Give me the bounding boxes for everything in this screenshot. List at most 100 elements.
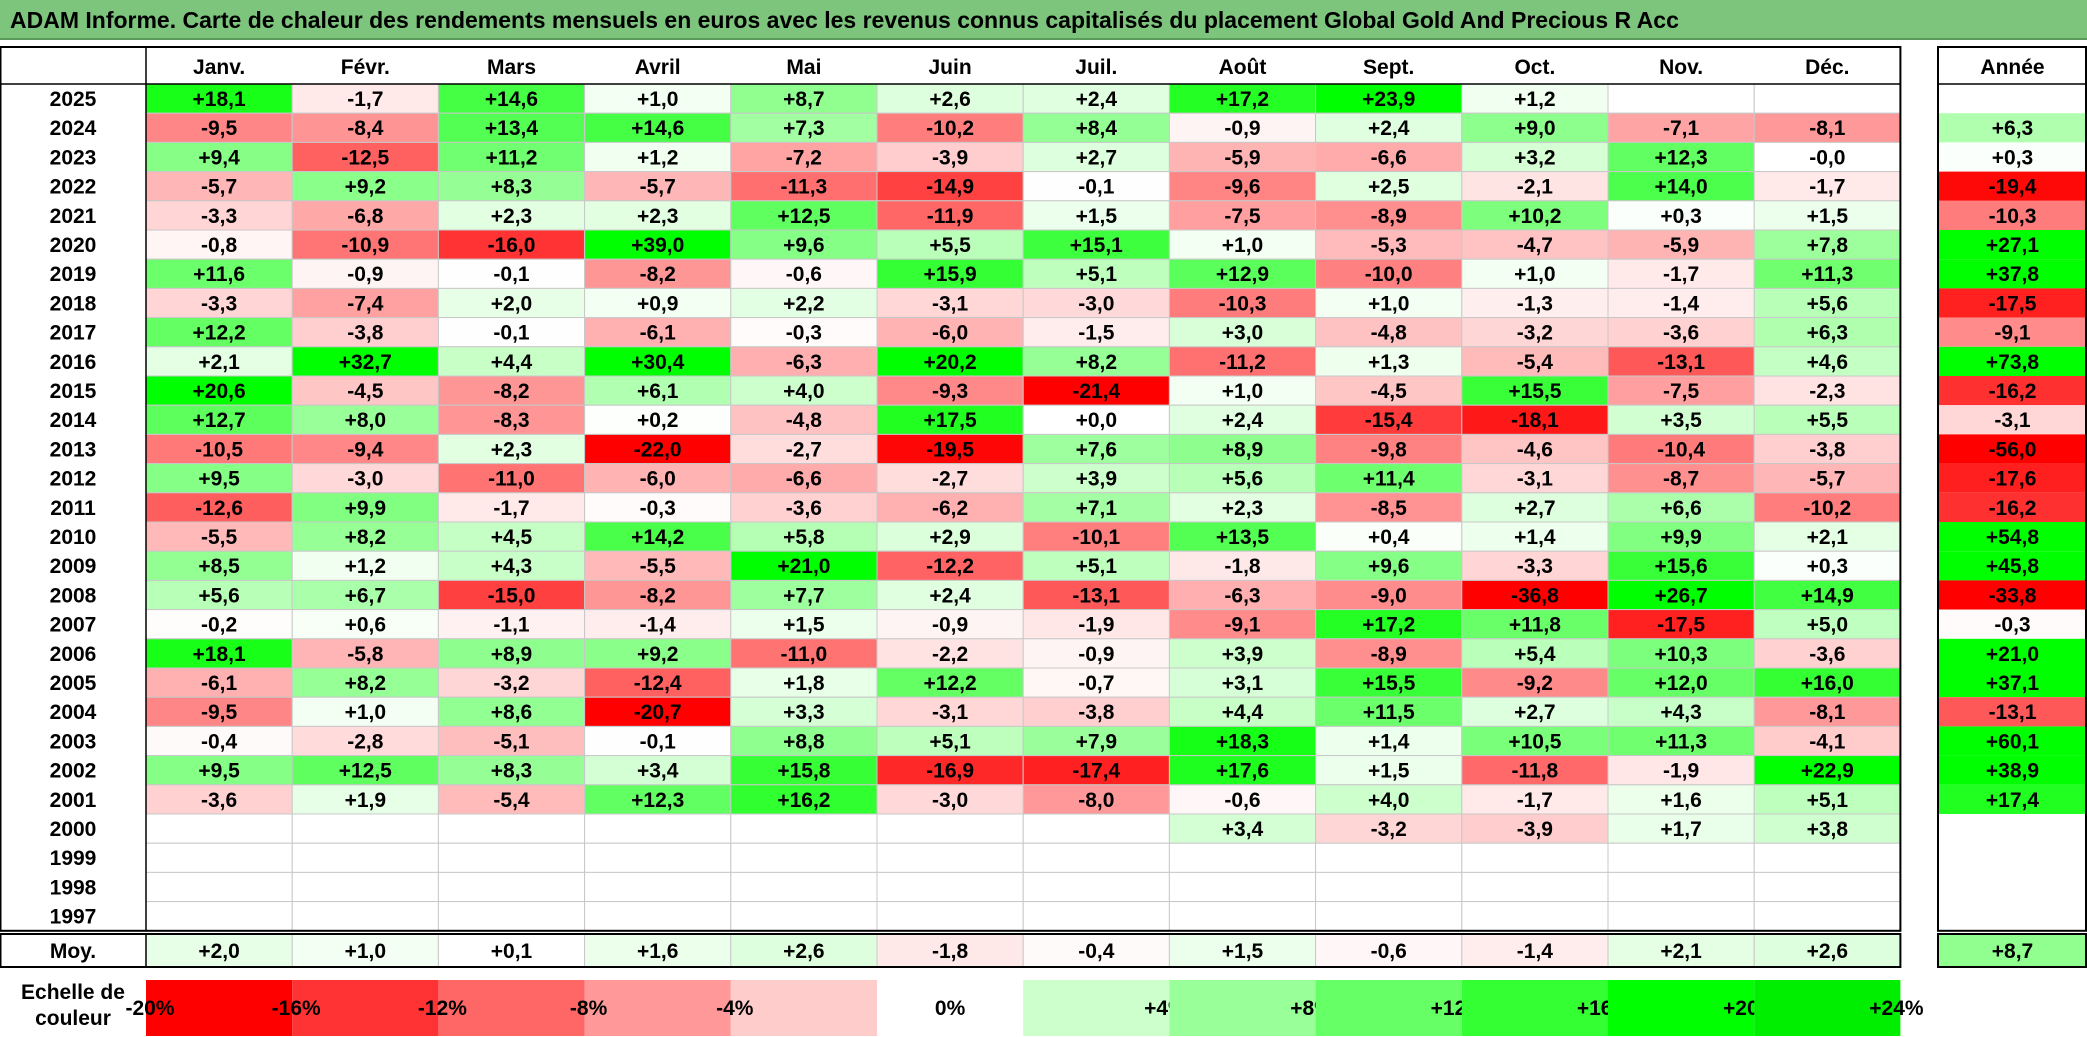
cell-value: +18,1	[193, 88, 246, 111]
annual-value: -16,2	[1989, 497, 2037, 520]
heatmap-cell	[1022, 609, 1170, 640]
average-cell	[876, 933, 1024, 968]
heatmap-cell	[1168, 550, 1317, 581]
month-header-1: Janv.	[193, 56, 245, 79]
cell-value: -12,4	[634, 672, 682, 695]
heatmap-cell	[1022, 375, 1170, 406]
cell-value: +12,3	[1655, 146, 1708, 169]
cell-value: +5,1	[1807, 789, 1849, 812]
cell-value: +2,6	[929, 88, 970, 111]
heatmap-cell	[876, 83, 1024, 114]
cell-value: +17,5	[924, 409, 977, 432]
cell-value: +0,3	[1807, 555, 1848, 578]
cell-value: -9,4	[347, 438, 384, 461]
heatmap-cell	[437, 375, 586, 406]
heatmap-cell	[1753, 112, 1901, 143]
cell-value: +14,6	[485, 88, 538, 111]
year-label: 2007	[50, 614, 97, 637]
month-header-6: Juin	[929, 56, 972, 79]
heatmap-cell	[145, 696, 293, 727]
heatmap-cell	[1315, 317, 1463, 348]
cell-value: -3,8	[1078, 701, 1115, 724]
cell-value: +0,3	[1660, 205, 1701, 228]
year-label: 2015	[50, 380, 97, 403]
heatmap-cell	[1607, 871, 1755, 903]
cell-value: +2,1	[1807, 526, 1849, 549]
cell-value: -3,8	[1809, 438, 1846, 461]
annual-cell	[1938, 843, 2087, 873]
annual-cell	[1938, 697, 2087, 727]
heatmap-cell	[1461, 755, 1609, 786]
cell-value: -11,3	[781, 176, 828, 199]
month-header-3: Mars	[487, 56, 536, 79]
cell-value: +2,3	[491, 438, 532, 461]
cell-value: +2,0	[491, 292, 532, 315]
cell-value: -9,2	[1517, 672, 1553, 695]
annual-cell	[1938, 346, 2087, 376]
cell-value: +14,2	[631, 526, 684, 549]
heatmap-cell	[584, 842, 732, 873]
heatmap-cell	[730, 901, 878, 932]
heatmap-cell	[1461, 492, 1609, 523]
cell-value: +1,4	[1514, 526, 1556, 549]
cell-value: -12,6	[195, 497, 243, 520]
cell-value: +5,5	[1807, 409, 1849, 432]
heatmap-cell	[1607, 609, 1755, 640]
heatmap-cell	[1753, 871, 1901, 903]
average-cell	[291, 933, 439, 968]
cell-value: -10,0	[1365, 263, 1413, 286]
cell-value: -3,3	[1517, 555, 1553, 578]
average-cell	[1168, 933, 1317, 968]
cell-value: -8,9	[1371, 643, 1407, 666]
cell-value: -3,6	[201, 789, 237, 812]
cell-value: -0,8	[201, 234, 238, 257]
heatmap-cell	[1168, 171, 1317, 202]
cell-value: -0,9	[932, 614, 968, 637]
heatmap-cell	[145, 609, 293, 640]
cell-value: -8,2	[640, 263, 676, 286]
year-label: 2013	[50, 438, 97, 461]
heatmap-cell	[876, 492, 1024, 523]
scale-swatch	[1169, 980, 1316, 1036]
heatmap-cell	[1753, 579, 1901, 611]
cell-value: +12,0	[1655, 672, 1708, 695]
cell-value: -3,2	[493, 672, 529, 695]
cell-value: +8,8	[783, 730, 825, 753]
annual-cell	[1938, 668, 2087, 698]
heatmap-cell	[1315, 112, 1463, 143]
cell-value: +1,2	[1514, 88, 1555, 111]
heatmap-cell	[1022, 200, 1170, 231]
cell-value: +18,3	[1216, 730, 1269, 753]
scale-swatch	[877, 980, 1024, 1036]
cell-value: +1,5	[1076, 205, 1118, 228]
heatmap-cell	[876, 112, 1024, 143]
cell-value: +12,5	[339, 760, 392, 783]
heatmap-cell	[437, 901, 586, 932]
heatmap-cell	[291, 842, 439, 873]
annual-value: -9,1	[1994, 322, 2031, 345]
heatmap-cell	[1607, 433, 1755, 465]
heatmap-cell	[730, 871, 878, 903]
cell-value: -7,5	[1663, 380, 1700, 403]
cell-value: -17,4	[1072, 760, 1120, 783]
cell-value: -6,6	[786, 468, 822, 491]
cell-value: -1,7	[1517, 789, 1553, 812]
heatmap-cell	[145, 404, 293, 435]
annual-value: +45,8	[1986, 555, 2039, 578]
cell-value: +1,9	[345, 789, 386, 812]
heatmap-cell	[584, 871, 732, 903]
heatmap-cell	[291, 755, 439, 786]
cell-value: +7,3	[783, 117, 824, 140]
cell-value: -3,0	[347, 468, 383, 491]
cell-value: -1,9	[1078, 614, 1114, 637]
heatmap-cell	[584, 638, 732, 669]
cell-value: +1,4	[1368, 730, 1410, 753]
cell-value: +1,0	[345, 701, 386, 724]
cell-value: -3,1	[932, 701, 969, 724]
heatmap-cell	[437, 725, 586, 757]
cell-value: -1,8	[1224, 555, 1261, 578]
heatmap-cell	[876, 842, 1024, 873]
heatmap-cell	[584, 258, 732, 289]
month-header-2: Févr.	[341, 56, 390, 79]
cell-value: -6,0	[932, 322, 968, 345]
